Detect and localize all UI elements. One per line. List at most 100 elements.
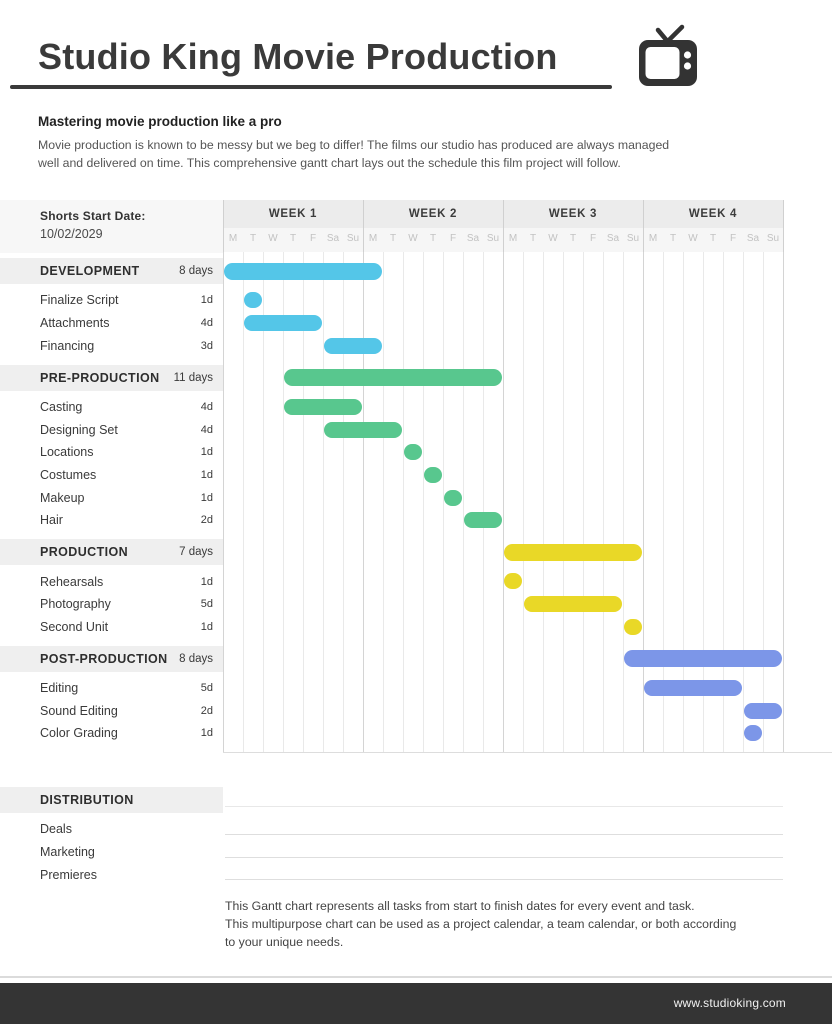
gantt-bar — [284, 398, 362, 415]
gantt-bar — [744, 702, 782, 719]
day-label: W — [268, 233, 278, 244]
row-chart-cell — [223, 258, 832, 284]
task-row: Costumes 1d — [0, 464, 832, 487]
gantt-bar — [224, 262, 382, 280]
distribution-row-line — [225, 856, 783, 858]
gantt-bar — [244, 292, 262, 309]
week-gridline — [503, 252, 504, 752]
day-gridline — [763, 252, 764, 752]
day-label: T — [429, 233, 437, 244]
week-divider-line — [643, 200, 644, 252]
row-left-cell: Deals — [0, 818, 223, 841]
week-label: WEEK 2 — [408, 208, 458, 220]
section-label: POST-PRODUCTION — [40, 651, 168, 666]
task-row: Photography 5d — [0, 593, 832, 616]
day-gridline — [463, 252, 464, 752]
week-gridline — [223, 252, 224, 752]
task-label: Color Grading — [40, 726, 118, 741]
row-chart-cell — [223, 863, 832, 886]
day-label: Sa — [746, 233, 760, 244]
distribution-label: DISTRIBUTION — [40, 793, 134, 807]
day-gridline — [323, 252, 324, 752]
gantt-bar — [244, 314, 322, 331]
week-gridline — [783, 252, 784, 752]
row-chart-cell — [223, 486, 832, 509]
task-duration: 1d — [200, 468, 213, 481]
title-underline — [10, 85, 612, 89]
week-gridline — [643, 252, 644, 752]
row-chart-cell — [223, 699, 832, 722]
row-chart-cell — [223, 539, 832, 565]
gantt-chart: Shorts Start Date: 10/02/2029 WEEK 1 WEEK… — [0, 200, 832, 753]
row-chart-cell — [223, 289, 832, 312]
day-gridline — [403, 252, 404, 752]
section-row: POST-PRODUCTION 8 days — [0, 645, 832, 672]
day-gridline — [243, 252, 244, 752]
task-duration: 4d — [200, 400, 213, 413]
section-label: DEVELOPMENT — [40, 264, 140, 278]
schedule-info-label: Shorts Start Date: — [40, 209, 146, 223]
task-label: Makeup — [40, 490, 85, 505]
row-chart-cell — [223, 312, 832, 335]
row-chart-cell — [223, 464, 832, 487]
day-label: W — [548, 233, 558, 244]
gantt-bar — [524, 596, 622, 613]
distribution-band-line — [225, 806, 783, 807]
day-gridline — [523, 252, 524, 752]
distribution-row-line — [225, 834, 783, 835]
day-gridline — [623, 252, 624, 752]
section-row: PRODUCTION 7 days — [0, 539, 832, 566]
task-row: Hair 2d — [0, 509, 832, 532]
day-label: M — [228, 233, 238, 244]
row-left-cell: Premieres — [0, 863, 223, 886]
day-label: F — [589, 233, 597, 244]
footer-note: This Gantt chart represents all tasks fr… — [225, 899, 737, 949]
gantt-bar — [504, 543, 642, 561]
section-row: DEVELOPMENT 8 days — [0, 258, 832, 284]
row-chart-cell — [223, 418, 832, 441]
section-label: PRODUCTION — [40, 545, 129, 560]
row-left-cell: Hair 2d — [0, 509, 223, 532]
day-gridline — [383, 252, 384, 752]
task-label: Rehearsals — [40, 574, 104, 589]
day-label: Sa — [606, 233, 620, 244]
day-gridline — [583, 252, 584, 752]
distribution-task-row: Deals — [0, 818, 832, 841]
row-left-cell: Casting 4d — [0, 396, 223, 419]
day-label: Su — [766, 233, 780, 244]
row-chart-cell — [223, 334, 832, 357]
day-label: Su — [626, 233, 640, 244]
row-left-cell: PRODUCTION 7 days — [0, 539, 223, 566]
gantt-bar — [504, 573, 522, 590]
row-left-cell: Color Grading 1d — [0, 722, 223, 745]
row-chart-cell — [223, 677, 832, 700]
distribution-task-label: Deals — [40, 822, 72, 837]
website-text: www.studioking.com — [673, 996, 786, 1010]
task-duration: 4d — [200, 423, 213, 436]
row-left-cell: Financing 3d — [0, 334, 223, 357]
task-label: Hair — [40, 513, 63, 528]
distribution-row-line — [225, 879, 783, 881]
day-label: F — [729, 233, 737, 244]
row-chart-cell — [223, 396, 832, 419]
task-row: Finalize Script 1d — [0, 289, 832, 312]
task-label: Costumes — [40, 467, 97, 482]
task-label: Financing — [40, 338, 95, 353]
task-row: Sound Editing 2d — [0, 699, 832, 722]
task-label: Editing — [40, 681, 79, 696]
row-left-cell: Second Unit 1d — [0, 616, 223, 639]
row-chart-cell — [223, 441, 832, 464]
task-row: Designing Set 4d — [0, 418, 832, 441]
task-duration: 1d — [200, 620, 213, 633]
day-label: Su — [346, 233, 360, 244]
row-left-cell: Rehearsals 1d — [0, 570, 223, 593]
row-chart-cell — [223, 841, 832, 864]
day-label: T — [569, 233, 577, 244]
schedule-info: Shorts Start Date: 10/02/2029 — [0, 200, 223, 253]
intro-heading: Mastering movie production like a pro — [38, 114, 282, 129]
task-row: Locations 1d — [0, 441, 832, 464]
day-gridline — [423, 252, 424, 752]
row-left-cell: Finalize Script 1d — [0, 289, 223, 312]
day-gridline — [603, 252, 604, 752]
footer-bar: www.studioking.com — [0, 983, 832, 1024]
